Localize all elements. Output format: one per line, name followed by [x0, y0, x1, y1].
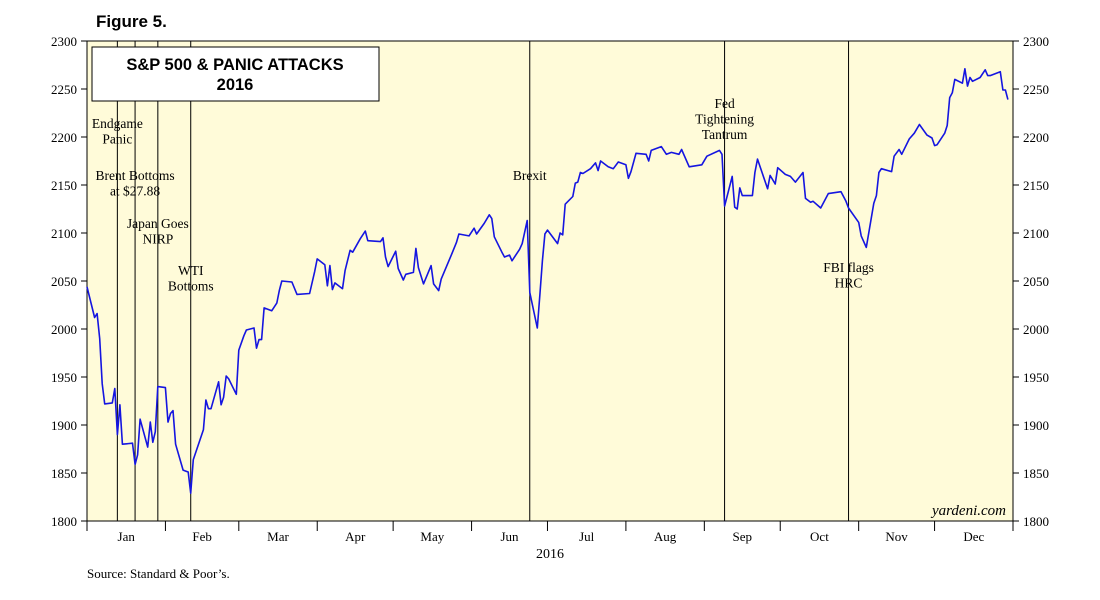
figure-label: Figure 5.: [96, 12, 167, 31]
x-tick-label: Oct: [810, 529, 829, 544]
chart-subtitle: 2016: [217, 76, 254, 94]
y-tick-label-left: 2200: [51, 130, 77, 145]
annotation-label: at $27.88: [110, 184, 160, 199]
y-tick-label-right: 2100: [1023, 226, 1049, 241]
x-tick-label: Sep: [733, 529, 753, 544]
annotation-label: HRC: [835, 276, 863, 291]
y-axis-right: 1800 1850 1900 1950 2000 2050 2100 2150 2200 2250…: [1013, 34, 1049, 529]
x-tick-label: Jul: [579, 529, 595, 544]
title-box-frame: [91, 46, 380, 102]
annotation-label: Brexit: [513, 168, 547, 183]
annotation-label: Brent Bottoms: [96, 168, 175, 183]
y-tick-label-left: 2150: [51, 178, 77, 193]
y-tick-label-left: 1900: [51, 418, 77, 433]
x-axis: Jan Feb Mar Apr May Jun Jul Aug Sep Oct Nov Dec: [86, 521, 1014, 544]
plot-area: [86, 40, 1014, 522]
y-tick-label-right: 1800: [1023, 514, 1049, 529]
x-tick-label: Dec: [963, 529, 984, 544]
x-tick-label: Apr: [345, 529, 366, 544]
y-tick-label-left: 2300: [51, 34, 77, 49]
x-tick-label: Jun: [500, 529, 519, 544]
annotation-label: Fed: [714, 96, 735, 111]
watermark: yardeni.com: [930, 503, 1006, 519]
y-tick-label-left: 1800: [51, 514, 77, 529]
annotation-label: Japan Goes: [127, 216, 189, 231]
y-tick-label-right: 2200: [1023, 130, 1049, 145]
y-tick-label-left: 1950: [51, 370, 77, 385]
y-tick-label-left: 2250: [51, 82, 77, 97]
y-tick-label-right: 1850: [1023, 466, 1049, 481]
y-tick-label-right: 2150: [1023, 178, 1049, 193]
y-tick-label-right: 2250: [1023, 82, 1049, 97]
y-tick-label-right: 2000: [1023, 322, 1049, 337]
y-axis-left: 1800 1850 1900 1950 2000 2050 2100 2150 2200 2250…: [51, 34, 87, 529]
annotation-label: Panic: [102, 132, 132, 147]
x-tick-label: Jan: [118, 529, 136, 544]
annotation-label: NIRP: [142, 232, 173, 247]
x-axis-label: 2016: [536, 547, 564, 562]
source-note: Source: Standard & Poor’s.: [87, 566, 230, 581]
title-box: S&P 500 & PANIC ATTACKS 2016: [91, 46, 380, 102]
y-tick-label-right: 1900: [1023, 418, 1049, 433]
y-tick-label-right: 2300: [1023, 34, 1049, 49]
y-tick-label-left: 2100: [51, 226, 77, 241]
y-tick-label-left: 2050: [51, 274, 77, 289]
x-tick-label: Aug: [654, 529, 677, 544]
chart-title: S&P 500 & PANIC ATTACKS: [126, 56, 343, 74]
annotation-label: Bottoms: [168, 279, 214, 294]
y-tick-label-right: 1950: [1023, 370, 1049, 385]
y-tick-label-left: 1850: [51, 466, 77, 481]
annotation-label: Tantrum: [702, 127, 748, 142]
annotation-label: FBI flags: [823, 260, 874, 275]
x-tick-label: May: [420, 529, 444, 544]
annotation-label: Endgame: [92, 116, 143, 131]
x-tick-label: Feb: [192, 529, 212, 544]
series-layer: [86, 68, 1009, 494]
x-tick-label: Mar: [267, 529, 289, 544]
y-tick-label-right: 2050: [1023, 274, 1049, 289]
x-tick-label: Nov: [885, 529, 908, 544]
sp500-line: [86, 68, 1009, 494]
annotation-label: Tightening: [695, 112, 754, 127]
annotation-label: WTI: [178, 263, 204, 278]
y-tick-label-left: 2000: [51, 322, 77, 337]
